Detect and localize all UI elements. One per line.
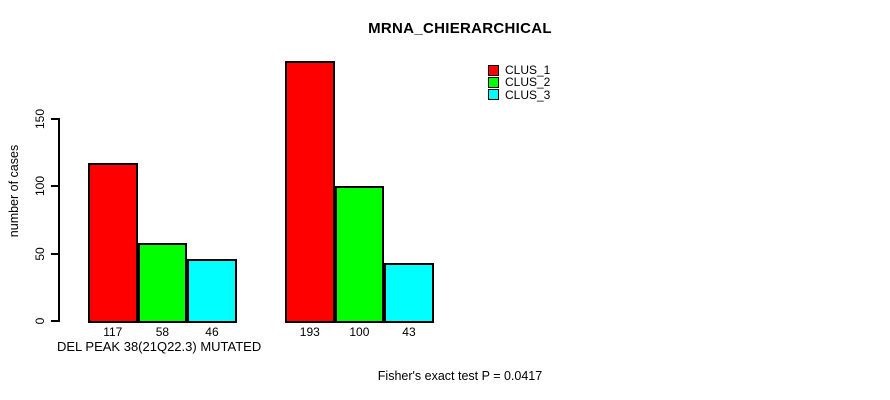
legend-label-clus-1: CLUS_1 — [505, 63, 551, 78]
legend-swatch-clus-1-icon — [488, 64, 499, 76]
y-tick-label: 150 — [33, 108, 47, 130]
bar-value-label: 46 — [205, 325, 219, 339]
bar-clus_3-group-1 — [384, 263, 434, 323]
legend-item-clus-3: CLUS_3 — [488, 89, 550, 101]
y-tick-label: 100 — [33, 176, 47, 197]
bar-value-label: 43 — [402, 325, 416, 339]
bar-clus_2-group-1 — [334, 186, 385, 323]
y-tick-label: 0 — [33, 317, 47, 325]
legend-item-clus-2: CLUS_2 — [488, 76, 550, 88]
chart-title: MRNA_CHIERARCHICAL — [368, 20, 552, 37]
legend-label-clus-2: CLUS_2 — [505, 75, 551, 90]
legend-swatch-clus-2-icon — [488, 76, 499, 88]
bar-value-label: 100 — [349, 325, 370, 339]
bar-clus_1-group-0 — [88, 163, 138, 323]
bar-clus_2-group-0 — [137, 242, 188, 323]
legend-swatch-clus-3-icon — [488, 89, 499, 101]
fisher-test-note: Fisher's exact test P = 0.0417 — [377, 369, 543, 383]
legend: CLUS_1 CLUS_2 CLUS_3 — [488, 64, 550, 101]
bar-clus_3-group-0 — [187, 259, 237, 323]
bar-value-label: 117 — [103, 325, 123, 339]
y-tick — [51, 118, 58, 120]
y-tick — [51, 185, 58, 188]
bar-clus_1-group-1 — [285, 61, 335, 323]
y-tick — [51, 252, 58, 255]
y-tick-label: 50 — [33, 246, 47, 261]
y-axis-line — [58, 118, 60, 322]
bar-value-label: 58 — [155, 325, 170, 339]
x-axis-label: DEL PEAK 38(21Q22.3) MUTATED — [57, 339, 262, 354]
bar-value-label: 193 — [299, 325, 320, 339]
legend-item-clus-1: CLUS_1 — [488, 64, 550, 76]
y-axis-label: number of cases — [7, 144, 21, 238]
legend-label-clus-3: CLUS_3 — [505, 87, 551, 102]
y-tick — [51, 320, 58, 322]
